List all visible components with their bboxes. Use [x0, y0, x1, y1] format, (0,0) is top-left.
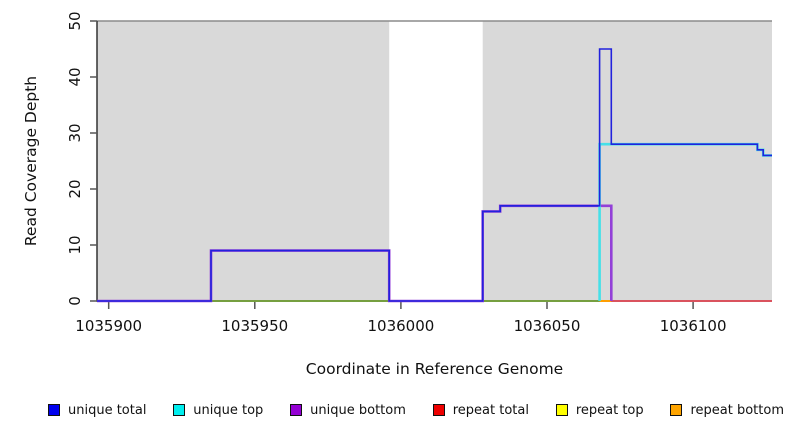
legend-swatch-repeat-total [432, 404, 445, 416]
x-tick-label: 1036050 [514, 317, 581, 335]
legend-item-unique-bottom: unique bottom [290, 403, 406, 418]
legend-label-unique-top: unique top [193, 402, 264, 418]
legend-item-unique-top: unique top [173, 403, 263, 418]
legend-item-repeat-bottom: repeat bottom [670, 403, 784, 418]
legend-label-repeat-total: repeat total [452, 402, 529, 418]
legend-swatch-repeat-top [555, 404, 568, 416]
legend-swatch-unique-top [173, 404, 186, 416]
highlight-band [389, 21, 483, 301]
x-tick-label: 1036100 [660, 317, 727, 335]
y-tick-label: 40 [66, 67, 84, 86]
y-tick-label: 10 [66, 235, 84, 254]
legend-label-unique-bottom: unique bottom [310, 402, 406, 418]
legend-swatch-unique-total [48, 404, 60, 416]
y-tick-label: 50 [66, 11, 84, 30]
legend-label-repeat-bottom: repeat bottom [690, 402, 784, 418]
y-tick-label: 30 [66, 123, 84, 142]
legend-label-unique-total: unique total [68, 402, 147, 418]
x-tick-label: 1035900 [75, 317, 142, 335]
legend-swatch-unique-bottom [290, 404, 303, 416]
legend-item-unique-total: unique total [48, 403, 146, 418]
y-axis-title: Read Coverage Depth [22, 75, 40, 247]
unique-total-line [97, 48, 772, 302]
legend: unique total unique top unique bottom repea… [48, 398, 784, 422]
x-axis-title: Coordinate in Reference Genome [305, 360, 564, 378]
legend-swatch-repeat-bottom [670, 404, 683, 416]
x-tick-label: 1036000 [367, 317, 434, 335]
y-tick-label: 0 [66, 296, 84, 306]
legend-item-repeat-total: repeat total [432, 402, 529, 418]
x-tick-label: 1035950 [221, 317, 288, 335]
legend-label-repeat-top: repeat top [575, 402, 644, 418]
y-tick-label: 20 [66, 179, 84, 198]
coverage-chart: 0 10 20 30 40 50 1035900 1035950 1036000 1036050 1… [66, 11, 772, 335]
legend-item-repeat-top: repeat top [555, 402, 644, 418]
